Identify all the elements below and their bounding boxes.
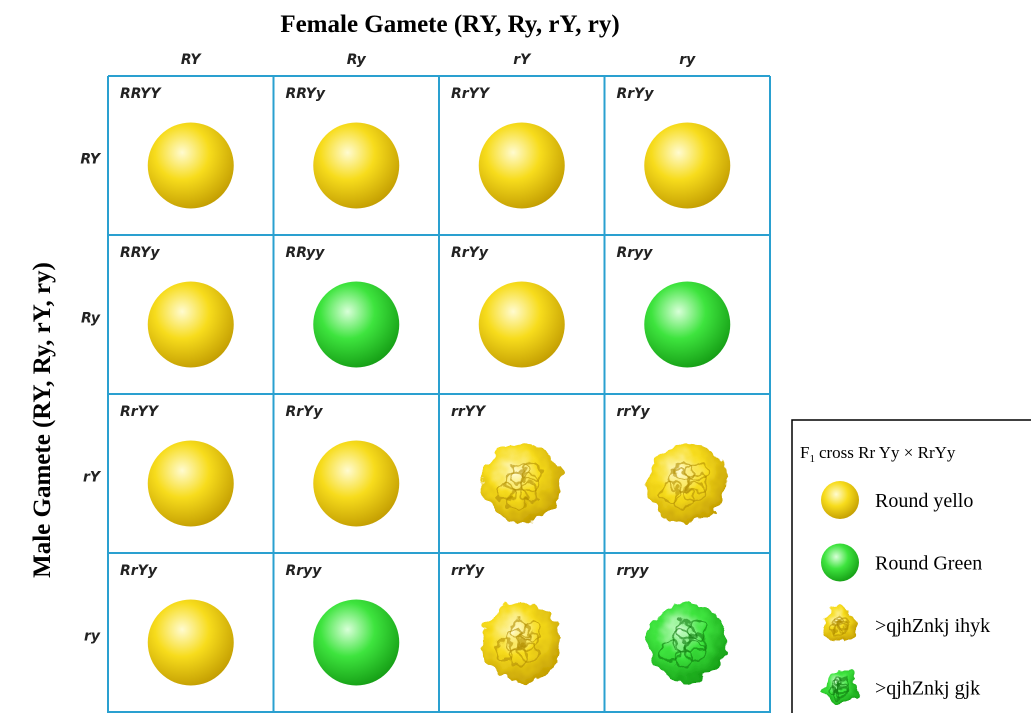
pea-fold: [674, 620, 696, 642]
genotype: Rryy: [286, 563, 323, 579]
round-pea: [313, 122, 400, 209]
genotype: rrYy: [617, 404, 651, 420]
genotype: RRyy: [286, 245, 326, 261]
pea-fold: [686, 461, 708, 482]
pea-fold: [518, 641, 540, 663]
side-label: Male Gamete (RY, Ry, rY, ry): [29, 262, 56, 578]
column-header: rY: [513, 52, 532, 68]
pea-fold: [839, 677, 850, 688]
legend-label: >qjhZnkj gjk: [875, 678, 980, 700]
pea-fold: [508, 461, 530, 483]
round-pea: [147, 281, 234, 368]
pea-body: [644, 281, 731, 368]
genotype: RrYY: [451, 86, 491, 102]
pea-body: [313, 122, 400, 209]
pea-body: [147, 281, 234, 368]
pea-wrinkled-body: [822, 607, 858, 643]
pea-body: [644, 122, 731, 209]
pea-body: [821, 543, 859, 582]
legend-label: >qjhZnkj ihyk: [875, 615, 990, 637]
row-header: Ry: [81, 311, 101, 327]
round-pea: [147, 599, 234, 686]
wrinkled-pea: [647, 602, 727, 683]
row-header: RY: [80, 152, 101, 168]
pea-body: [147, 599, 234, 686]
pea-wrinkled-body: [647, 443, 727, 524]
legend-label: Round yello: [875, 490, 973, 512]
pea-fold: [521, 461, 543, 482]
pea-fold: [519, 473, 541, 494]
punnett-grid: RY Ry rY ry RY Ry rY ry RRYY RRYy RrYY RrYy RRYy RRyy…: [80, 52, 771, 713]
pea-fold: [674, 461, 696, 483]
legend: F1 cross Rr Yy × RrYy Round yello Round Gr…: [791, 419, 1031, 713]
pea-body: [478, 122, 565, 209]
genotype: RrYY: [120, 404, 160, 420]
genotype: RrYy: [120, 563, 158, 579]
wrinkled-pea: [482, 602, 562, 683]
pea-wrinkled-body: [482, 443, 562, 524]
wrinkled-pea: [822, 607, 858, 643]
round-pea: [313, 281, 400, 368]
pea-body: [313, 281, 400, 368]
genotype: Rryy: [617, 245, 654, 261]
pea-fold: [519, 632, 541, 653]
row-header: ry: [84, 629, 101, 645]
pea-body: [478, 281, 565, 368]
pea-body: [147, 440, 234, 527]
round-pea: [147, 122, 234, 209]
pea-wrinkled-body: [822, 670, 858, 705]
row-header: rY: [83, 470, 102, 486]
pea-fold: [686, 620, 708, 641]
pea-body: [313, 440, 400, 527]
genotype: rrYy: [451, 563, 485, 579]
pea-fold: [833, 614, 845, 625]
round-pea: [478, 281, 565, 368]
pea-fold: [684, 482, 706, 504]
pea-body: [147, 122, 234, 209]
round-pea: [478, 122, 565, 209]
pea-fold: [508, 620, 530, 642]
pea-wrinkled-body: [482, 602, 562, 683]
pea-fold: [839, 614, 850, 625]
round-pea: [821, 543, 859, 582]
pea-fold: [684, 641, 706, 663]
wrinkled-pea: [647, 443, 727, 524]
genotype: RrYy: [286, 404, 324, 420]
genotype: RrYy: [617, 86, 655, 102]
pea-fold: [833, 677, 845, 688]
pea-fold: [521, 620, 543, 641]
column-header: Ry: [347, 52, 367, 68]
round-pea: [644, 122, 731, 209]
column-header: RY: [181, 52, 202, 68]
round-pea: [313, 599, 400, 686]
column-header: ry: [679, 52, 696, 68]
pea-body: [313, 599, 400, 686]
pea-wrinkled-body: [647, 602, 727, 683]
genotype: RRYy: [286, 86, 326, 102]
legend-title-subscript: 1: [809, 453, 815, 465]
genotype: RrYy: [451, 245, 489, 261]
pea-fold: [685, 632, 707, 653]
wrinkled-pea: [822, 670, 858, 705]
pea-body: [821, 481, 859, 519]
legend-title: F1 cross Rr Yy × RrYy: [800, 443, 956, 465]
pea-fold: [518, 482, 540, 504]
genotype: rrYY: [451, 404, 487, 420]
title: Female Gamete (RY, Ry, rY, ry): [280, 11, 619, 38]
genotype: rryy: [617, 563, 650, 579]
genotype: RRYY: [120, 86, 162, 102]
round-pea: [821, 481, 859, 519]
round-pea: [313, 440, 400, 527]
pea-fold: [685, 473, 707, 494]
legend-title-text: cross Rr Yy × RrYy: [819, 443, 956, 462]
round-pea: [644, 281, 731, 368]
legend-title-prefix: F: [800, 443, 809, 462]
genotype: RRYy: [120, 245, 160, 261]
wrinkled-pea: [482, 443, 562, 524]
round-pea: [147, 440, 234, 527]
legend-label: Round Green: [875, 553, 982, 575]
